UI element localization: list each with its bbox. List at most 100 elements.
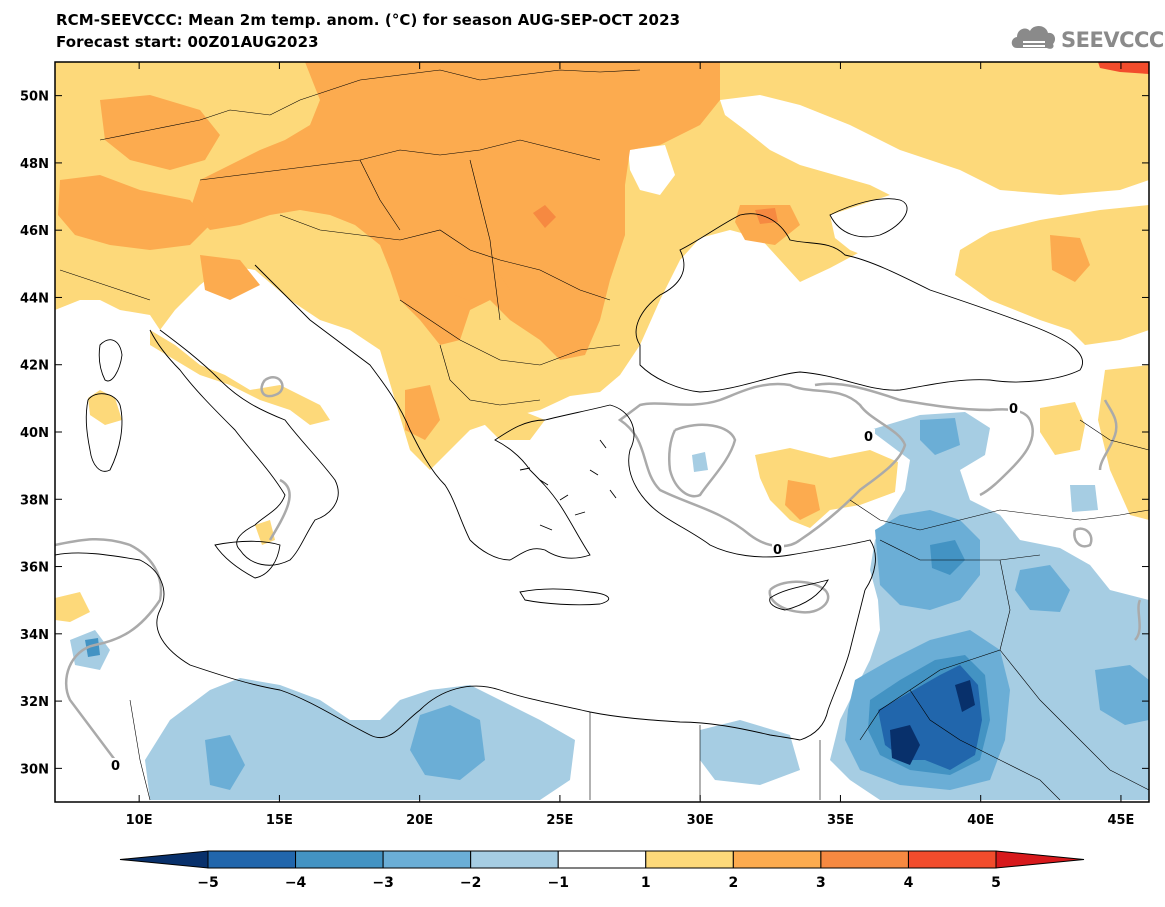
borders bbox=[59, 69, 1149, 801]
colorbar-bin bbox=[907, 850, 997, 869]
zero-contour-4 bbox=[617, 382, 907, 548]
zero-contour-9 bbox=[1133, 599, 1142, 641]
contour-labels: 0 0 0 0 bbox=[110, 401, 1020, 774]
lat-tick-label: 44N bbox=[20, 291, 49, 306]
levant-coast bbox=[799, 589, 866, 741]
lat-tick-label: 36N bbox=[20, 561, 49, 576]
cool-area-3-syria bbox=[930, 540, 965, 575]
cyprus-coast bbox=[769, 579, 829, 611]
warm-area-aegean-north bbox=[480, 410, 545, 440]
lat-tick-label: 40N bbox=[20, 426, 49, 441]
warm-area-turkey-south bbox=[755, 448, 898, 528]
lat-tick-label: 30N bbox=[20, 762, 49, 777]
colorbar-label: 1 bbox=[641, 875, 651, 891]
lat-axis: 30N 32N 34N 36N 38N 40N 42N 44N 46N 48N 50N bbox=[20, 90, 1149, 777]
warm-area-caucasus bbox=[1098, 365, 1149, 520]
cool-area-2-north bbox=[920, 418, 960, 455]
colorbar-bin bbox=[557, 850, 647, 869]
warm-area-2-crimea bbox=[735, 205, 800, 245]
adriatic-east-coast bbox=[254, 264, 471, 541]
colorbar-bin bbox=[382, 850, 472, 869]
colorbar-bin bbox=[820, 850, 909, 869]
colorbar-bin bbox=[207, 850, 297, 869]
colorbar-label: 4 bbox=[904, 875, 914, 891]
zero-contour-3 bbox=[55, 537, 163, 761]
cool-area-5-saudi bbox=[955, 680, 975, 712]
colorbar-label: −4 bbox=[285, 875, 307, 891]
colorbar-label: −3 bbox=[372, 875, 393, 891]
contour-label: 0 bbox=[864, 430, 873, 445]
italy-coast bbox=[149, 329, 339, 566]
azov-coast bbox=[829, 198, 908, 238]
warm-area-2-romania bbox=[450, 260, 510, 305]
warm-area-2-italy-north bbox=[200, 255, 260, 300]
warm-area-2-germany bbox=[100, 95, 220, 170]
lon-tick-label: 30E bbox=[687, 813, 714, 828]
aegean-islands bbox=[519, 439, 617, 531]
colorbar-bin bbox=[295, 850, 384, 869]
lat-tick-label: 46N bbox=[20, 224, 49, 239]
lat-tick-label: 50N bbox=[20, 90, 49, 105]
africa-coast bbox=[55, 552, 801, 741]
warm-area-adriatic-coast bbox=[150, 330, 330, 425]
lat-tick-label: 48N bbox=[20, 157, 49, 172]
lon-tick-label: 15E bbox=[266, 813, 293, 828]
turkey-coast bbox=[609, 404, 876, 591]
cool-area-1-turkey-n bbox=[1070, 485, 1098, 512]
colorbar: −5 −4 −3 −2 −1 1 2 3 4 5 bbox=[119, 850, 1085, 891]
lon-tick-label: 10E bbox=[126, 813, 153, 828]
greece-coast bbox=[469, 404, 611, 561]
coastlines bbox=[55, 198, 1083, 741]
zero-contours bbox=[55, 376, 1142, 761]
cool-area-3-tunisia bbox=[85, 638, 100, 657]
contour-label: 0 bbox=[111, 759, 120, 774]
colorbar-label: 5 bbox=[991, 875, 1001, 891]
lon-tick-label: 20E bbox=[406, 813, 433, 828]
warm-area-4-northeast bbox=[1098, 62, 1149, 74]
cool-area-2-libya bbox=[410, 705, 485, 780]
cool-area-2-iraq bbox=[1095, 665, 1149, 725]
lon-tick-label: 35E bbox=[827, 813, 854, 828]
contour-label: 0 bbox=[1009, 402, 1018, 417]
map-title: RCM-SEEVCCC: Mean 2m temp. anom. (°C) fo… bbox=[56, 11, 681, 29]
colorbar-arrow-high bbox=[995, 850, 1085, 869]
lon-tick-label: 25E bbox=[546, 813, 573, 828]
cool-area-2-libya-w bbox=[205, 735, 245, 790]
cool-area-1-libya bbox=[145, 678, 575, 800]
lat-tick-label: 38N bbox=[20, 493, 49, 508]
neutral-ukraine bbox=[720, 95, 1149, 345]
warm-area-2-balkans bbox=[405, 385, 440, 440]
seevccc-logo: SEEVCCC bbox=[1009, 18, 1164, 58]
zero-contour-7 bbox=[1098, 399, 1118, 471]
neutral-moldova bbox=[628, 145, 675, 195]
forecast-start-label: Forecast start: 00Z01AUG2023 bbox=[56, 33, 319, 51]
sicily-coast bbox=[214, 540, 281, 579]
cool-area-2-syria bbox=[1015, 565, 1070, 612]
lat-tick-label: 42N bbox=[20, 359, 49, 374]
black-sea-coast bbox=[635, 213, 1083, 393]
warm-area-tunisia bbox=[55, 592, 90, 622]
colorbar-label: −2 bbox=[460, 875, 481, 891]
warm-area-east bbox=[1040, 402, 1085, 455]
corsica-coast bbox=[98, 339, 123, 382]
lon-tick-label: 45E bbox=[1107, 813, 1134, 828]
zero-contour-8 bbox=[1073, 527, 1093, 548]
colorbar-arrow-low bbox=[119, 850, 209, 869]
zero-contour-1 bbox=[260, 376, 284, 398]
colorbar-bin bbox=[645, 850, 734, 869]
cool-area-5-jordan bbox=[890, 725, 920, 765]
warm-area-2-alps bbox=[58, 175, 210, 250]
shading-layer bbox=[55, 62, 1149, 800]
border-lines bbox=[59, 69, 1149, 801]
lon-tick-label: 40E bbox=[967, 813, 994, 828]
warm-area-2-russia bbox=[1050, 235, 1090, 282]
zero-contour-5 bbox=[667, 423, 737, 498]
lat-tick-label: 34N bbox=[20, 628, 49, 643]
warm-area-2-central bbox=[190, 62, 720, 360]
zero-contour-6 bbox=[814, 382, 1034, 497]
colorbar-label: −5 bbox=[197, 875, 218, 891]
crete-coast bbox=[519, 588, 610, 606]
logo-text: SEEVCCC bbox=[1061, 28, 1164, 52]
zero-contour-10 bbox=[768, 580, 830, 614]
